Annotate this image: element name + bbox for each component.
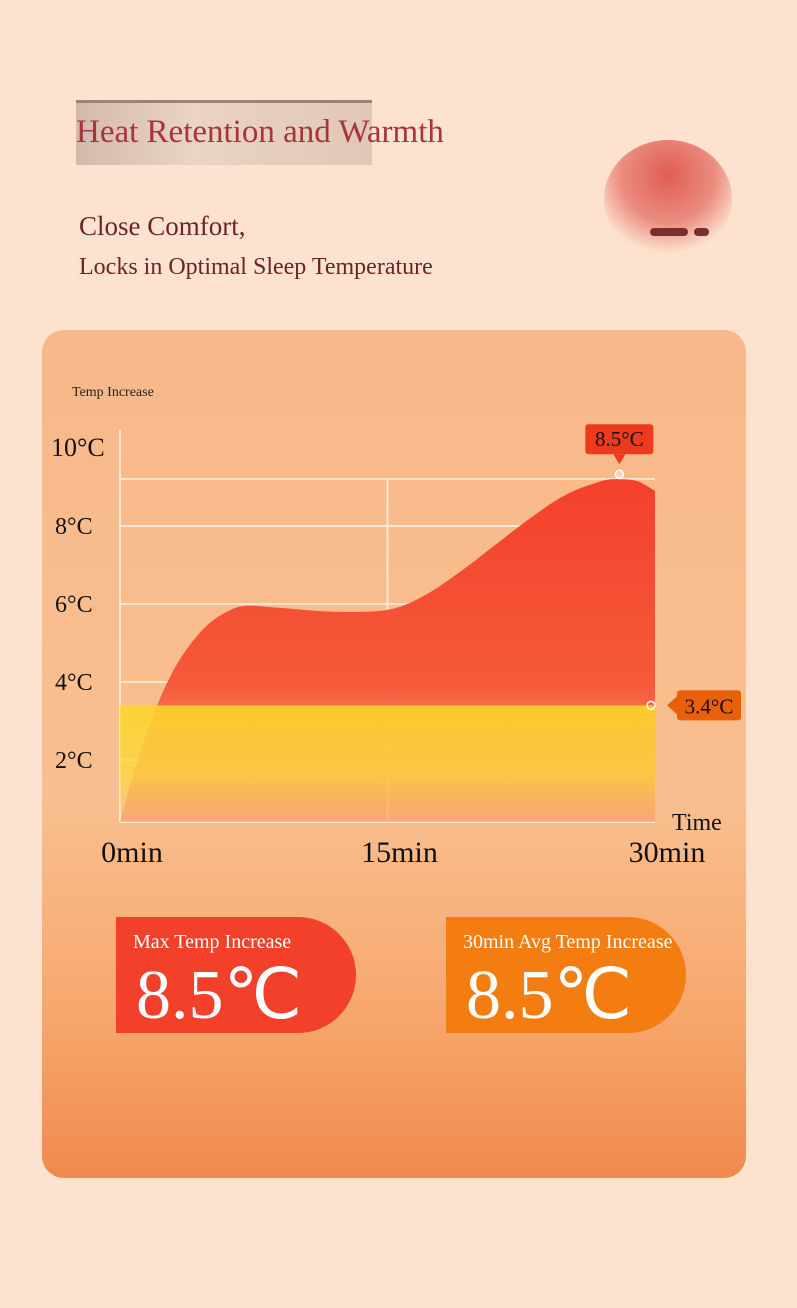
max-temp-value: 8.5℃ bbox=[136, 957, 303, 1034]
avg-temp-label: 30min Avg Temp Increase bbox=[463, 931, 673, 953]
x-tick-label: 15min bbox=[361, 836, 438, 869]
max-temp-label: Max Temp Increase bbox=[133, 931, 292, 953]
x-tick-label: 30min bbox=[629, 836, 706, 869]
avg-temp-value: 8.5℃ bbox=[466, 957, 633, 1034]
avg-temp-card: 30min Avg Temp Increase 8.5℃ bbox=[446, 917, 686, 1034]
dash-decoration bbox=[650, 228, 688, 236]
comfort-band bbox=[120, 705, 655, 822]
sun-decoration bbox=[604, 140, 732, 258]
subtitle-line-1: Close Comfort, bbox=[79, 211, 246, 241]
max-temp-card: Max Temp Increase 8.5℃ bbox=[116, 917, 356, 1034]
y-tick-label: 2°C bbox=[55, 748, 93, 774]
band-label: 3.4°C bbox=[685, 694, 734, 718]
peak-label: 8.5°C bbox=[595, 427, 644, 451]
temperature-chart: 8.5°C 3.4°C Temp Increase Time 2°C 4°C 6°C 8… bbox=[51, 385, 741, 869]
page-title: Heat Retention and Warmth bbox=[76, 114, 444, 150]
y-tick-label: 10°C bbox=[51, 433, 105, 462]
peak-label-pointer bbox=[613, 454, 626, 465]
peak-point bbox=[614, 469, 625, 479]
y-tick-label: 8°C bbox=[55, 514, 93, 540]
y-axis-label: Temp Increase bbox=[72, 385, 154, 400]
band-label-pointer bbox=[667, 696, 677, 715]
subtitle-line-2: Locks in Optimal Sleep Temperature bbox=[79, 254, 433, 280]
y-tick-label: 4°C bbox=[55, 670, 93, 696]
x-axis-label: Time bbox=[672, 810, 722, 836]
x-tick-label: 0min bbox=[101, 836, 163, 869]
dash-decoration bbox=[694, 228, 709, 236]
band-label-box bbox=[677, 690, 741, 721]
peak-label-box bbox=[585, 424, 654, 455]
band-point bbox=[646, 700, 656, 711]
y-tick-label: 6°C bbox=[55, 592, 93, 618]
title-brush-decoration bbox=[76, 100, 372, 165]
